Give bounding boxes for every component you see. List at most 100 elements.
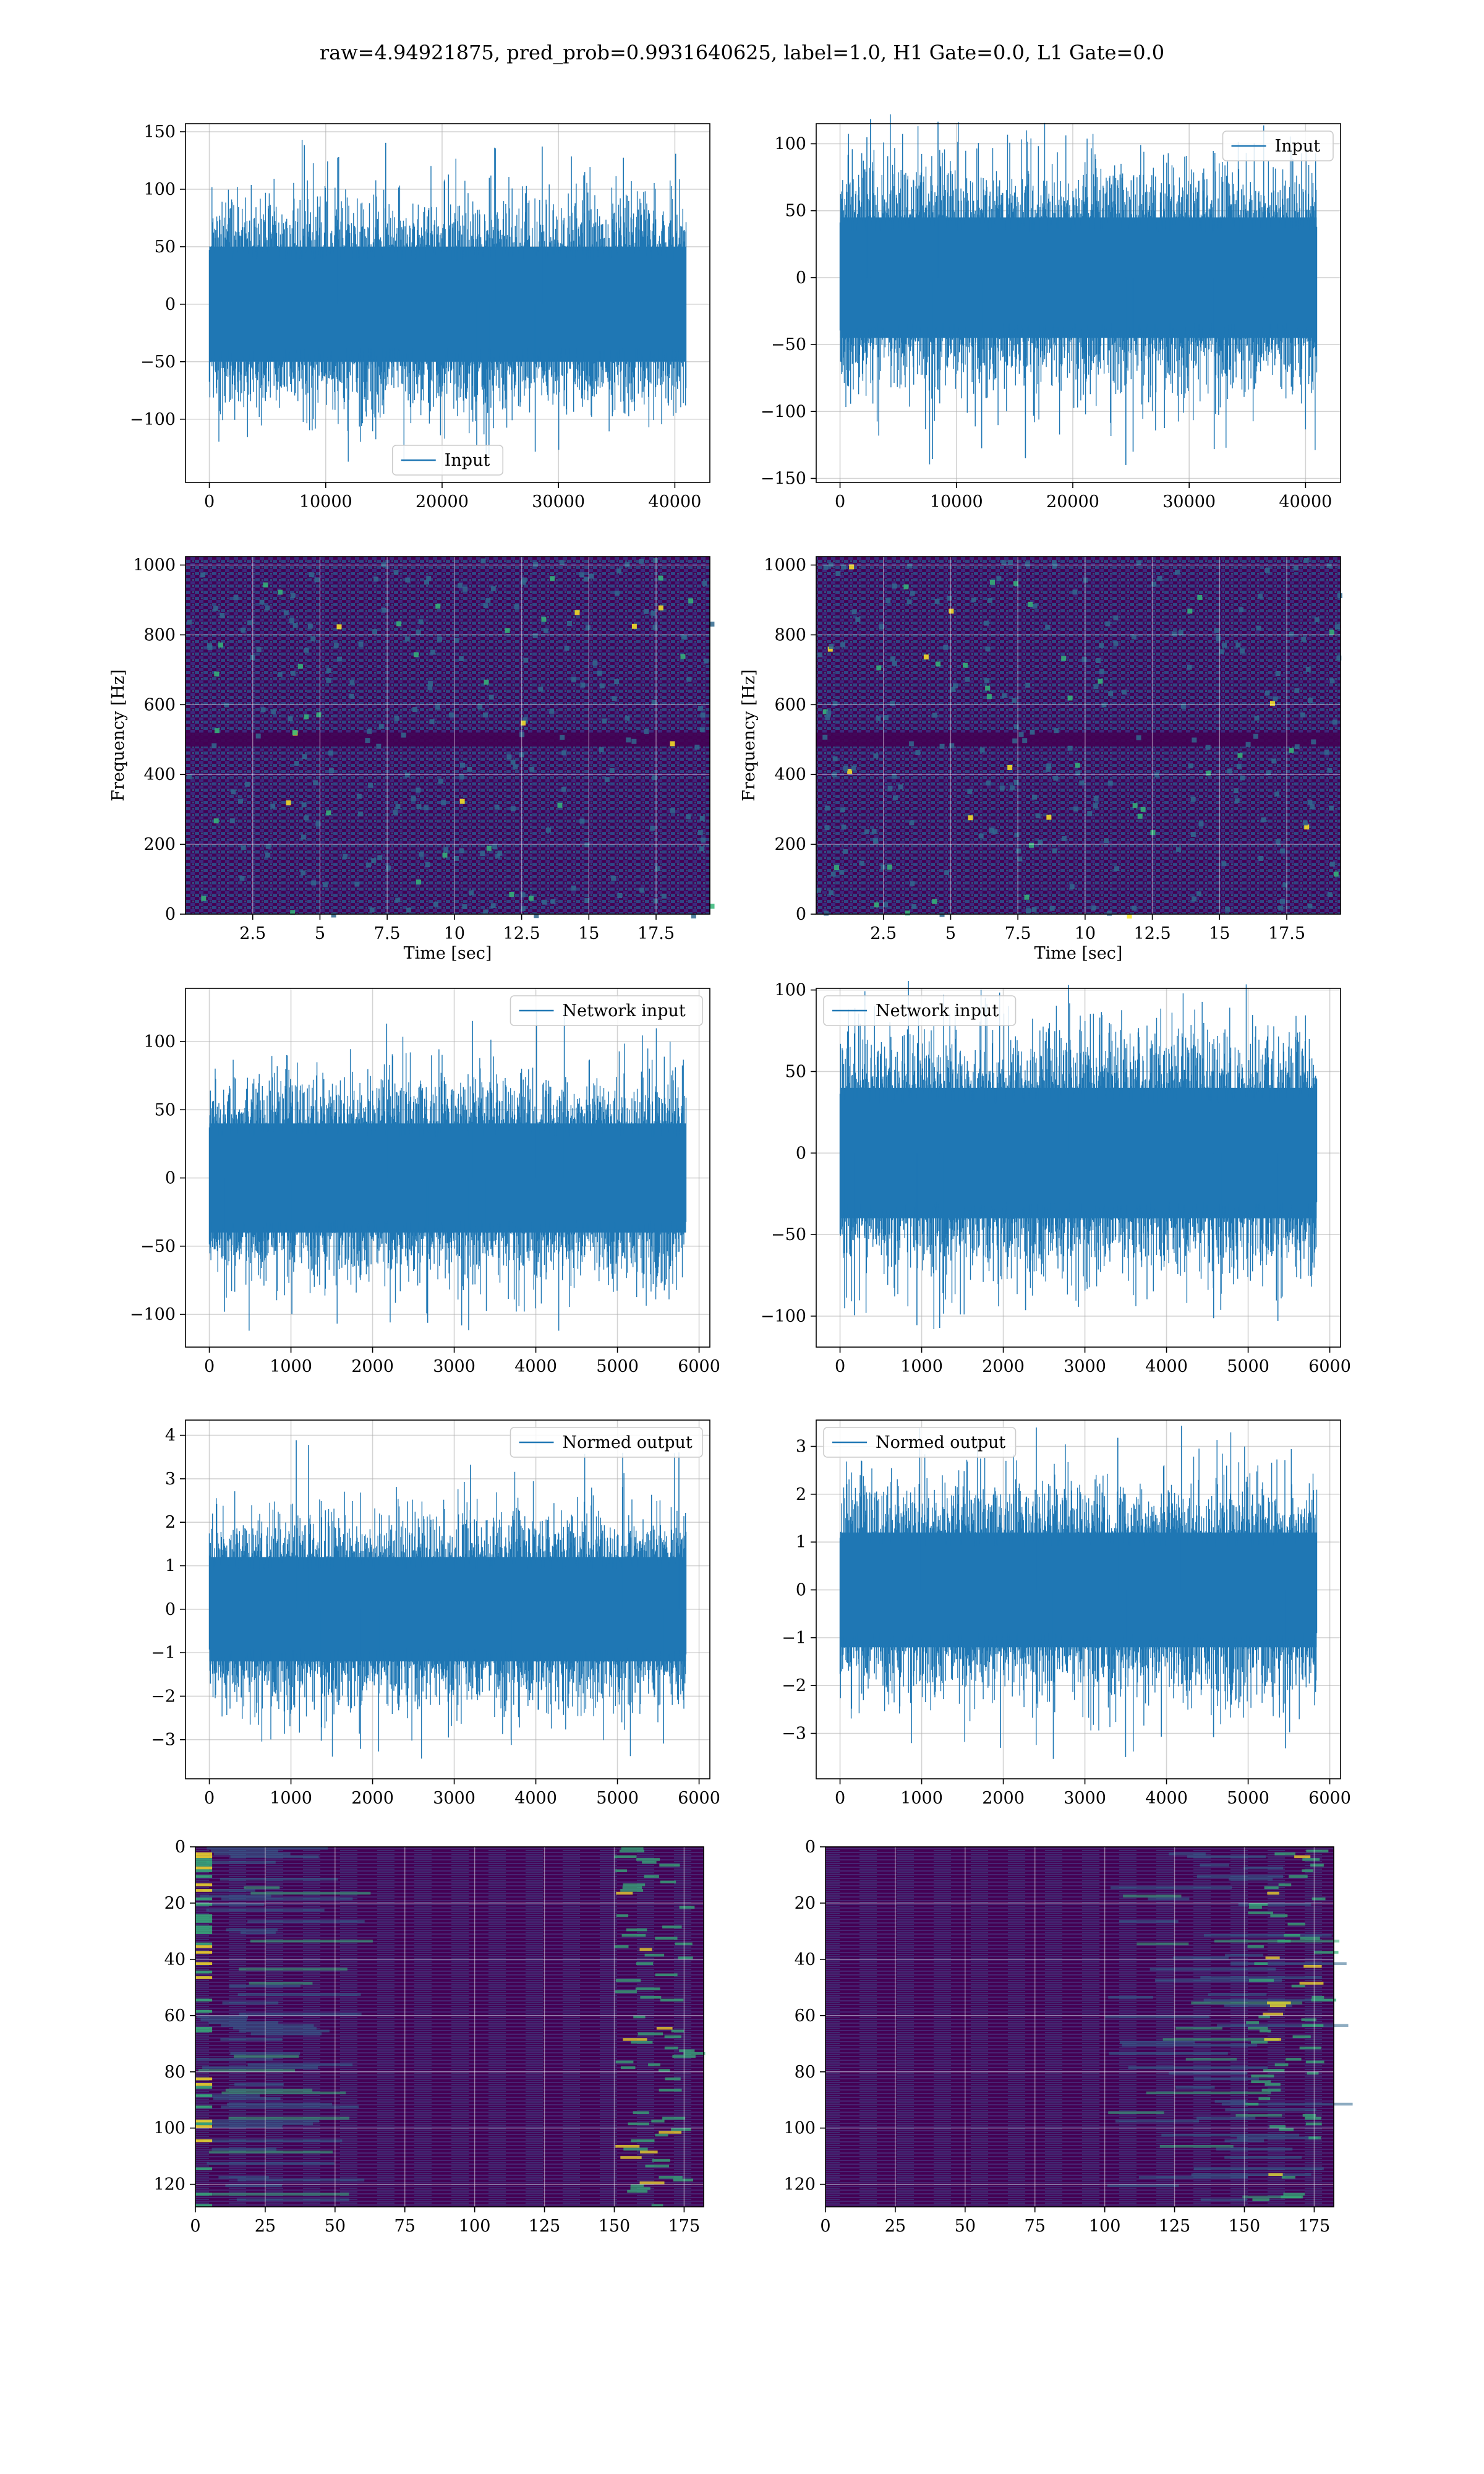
network-input-h1-xtick-label: 6000 [678,1357,720,1376]
feature-map-l1-hotspot [1263,2069,1285,2072]
feature-map-h1-edge [195,1945,213,1948]
spectrogram-h1-speckle [566,620,572,626]
spectrogram-l1-speckle [1075,770,1081,776]
spectrogram-l1-speckle [828,562,834,568]
spectrogram-l1-speckle [1190,832,1196,837]
spectrogram-l1-ytick-label: 1000 [764,556,806,575]
feature-map-h1-hotspot [659,2069,670,2072]
spectrogram-l1-speckle [841,824,846,830]
feature-map-l1-hotspot [1289,1875,1308,1878]
feature-map-l1-hotspot [1299,1982,1324,1985]
feature-map-l1-streak [1122,2044,1258,2047]
feature-map-h1-hotspot [636,1962,654,1965]
spectrogram-h1-speckle [429,719,435,724]
network-input-l1-frame [816,988,1341,1348]
spectrogram-h1-speckle [443,847,449,852]
network-input-h1-xtick-label: 3000 [433,1357,475,1376]
spectrogram-h1-speckle [310,636,316,641]
feature-map-l1-streak [1242,2195,1302,2199]
feature-map-h1-xtick-label: 0 [190,2217,200,2236]
spectrogram-l1-speckle [1314,617,1320,623]
feature-map-l1-ytick-label: 40 [795,1950,816,1969]
network-input-h1-ytick-label: −50 [140,1237,176,1256]
normed-output-h1-ytick-label: 2 [165,1513,176,1532]
network-input-l1-ytick-label: 0 [796,1144,806,1163]
feature-map-h1-hotspot [672,2055,696,2058]
spectrogram-h1-speckle [395,804,401,810]
feature-map-h1-hotspot [675,1942,693,1946]
input-l1-legend: Input [1222,131,1334,161]
spectrogram-h1-speckle [454,638,459,643]
spectrogram-h1-speckle [393,810,398,815]
spectrogram-h1-speckle [301,834,306,840]
normed-output-l1-ytick-label: 0 [796,1581,806,1600]
spectrogram-h1-speckle [301,870,306,876]
spectrogram-h1-speckle [404,773,410,778]
feature-map-l1-hotspot [1263,2013,1284,2016]
spectrogram-h1-speckle [233,595,239,601]
input-l1-panel: 0 10000 20000 30000 40000 −150 −100 −50 0 50 100 In… [761,114,1341,511]
spectrogram-h1-speckle [405,577,411,583]
feature-map-l1-xtick-label: 175 [1298,2217,1331,2236]
feature-map-h1-hotspot [652,2159,670,2162]
normed-output-l1-xtick-label: 6000 [1308,1789,1351,1808]
spectrogram-h1-speckle [356,794,362,799]
spectrogram-l1-speckle [1026,908,1031,914]
normed-output-l1-xtick-label: 5000 [1227,1789,1269,1808]
spectrogram-l1-speckle [1136,735,1141,740]
spectrogram-l1-ylabel: Frequency [Hz] [740,669,759,801]
spectrogram-h1-speckle [255,734,261,739]
feature-map-h1-edge [195,1942,213,1946]
input-l1-xtick-label: 10000 [930,492,983,511]
feature-map-l1-hotspot [1251,2080,1271,2083]
spectrogram-l1-speckle [1035,813,1041,819]
feature-map-l1-streak [1108,2111,1164,2114]
network-input-l1-series [839,981,1318,1329]
spectrogram-l1-speckle [1187,664,1192,670]
spectrogram-h1-speckle [250,654,255,660]
spectrogram-h1-speckle [631,738,637,744]
network-input-l1-xtick-label: 3000 [1064,1357,1106,1376]
spectrogram-l1-speckle [1326,563,1332,568]
feature-map-l1-streak [1193,2077,1260,2081]
spectrogram-l1-speckle [843,849,848,854]
spectrogram-h1-speckle [625,716,630,721]
spectrogram-h1-speckle [486,845,492,851]
spectrogram-h1-speckle [237,798,243,804]
network-input-h1-legend-label: Network input [563,1001,686,1021]
spectrogram-l1-speckle [1264,568,1270,573]
spectrogram-h1-speckle [294,761,299,766]
feature-map-h1-edge [195,1951,213,1954]
spectrogram-h1-speckle [433,901,438,907]
spectrogram-h1-speckle [349,680,355,685]
spectrogram-h1-speckle [462,904,467,909]
feature-map-l1-streak [1224,2156,1302,2159]
spectrogram-l1-speckle [1046,815,1052,820]
spectrogram-l1-speckle [989,828,994,833]
feature-map-l1-hotspot [1248,1911,1273,1915]
spectrogram-l1-speckle [1107,781,1113,786]
feature-map-h1-hotspot [626,1928,647,1932]
spectrogram-h1-speckle [213,606,218,611]
spectrogram-l1-speckle [1237,753,1243,758]
spectrogram-l1-speckle [1073,806,1079,811]
feature-map-l1-hotspot [1264,2038,1281,2041]
spectrogram-h1-speckle [214,728,220,734]
spectrogram-l1-speckle [1261,817,1266,823]
spectrogram-h1-speckle [532,633,538,638]
normed-output-h1-legend-label: Normed output [563,1433,693,1452]
input-h1-series-peaks [304,142,676,456]
feature-map-h1-hotspot [627,2189,648,2193]
feature-map-h1-streak [244,1886,280,1890]
input-h1-legend-box [391,445,504,476]
spectrogram-h1-speckle [519,752,524,758]
normed-output-l1-legend: Normed output [823,1427,1017,1458]
spectrogram-l1-speckle [1264,690,1270,696]
feature-map-h1-streak [202,1889,255,1892]
spectrogram-l1-speckle [1075,763,1080,768]
feature-map-h1-hotspot [640,2151,658,2154]
feature-map-h1-streak [229,1984,301,1988]
spectrogram-l1-speckle [1140,807,1146,812]
feature-map-l1-hotspot [1287,1922,1305,1926]
spectrogram-h1-speckle [571,885,576,891]
